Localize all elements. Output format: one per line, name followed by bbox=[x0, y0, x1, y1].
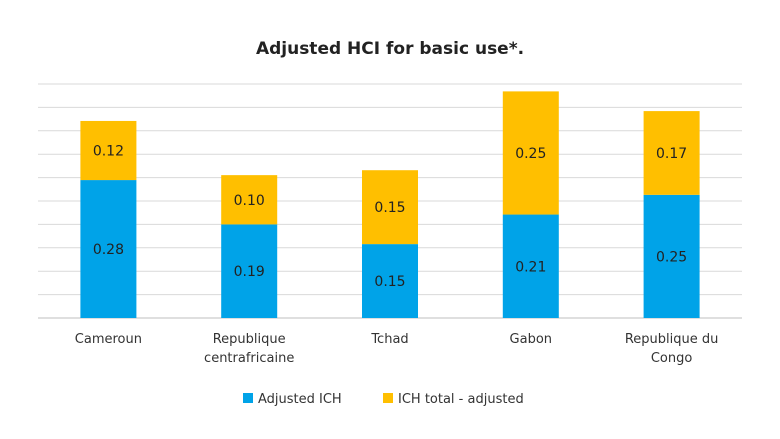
category-label: Tchad bbox=[370, 332, 408, 347]
data-label: 0.15 bbox=[374, 274, 405, 290]
data-label: 0.15 bbox=[374, 200, 405, 216]
bar-adjusted-ich bbox=[643, 194, 700, 318]
legend-swatch bbox=[383, 393, 393, 403]
data-label: 0.10 bbox=[234, 193, 265, 209]
legend-label: Adjusted ICH bbox=[258, 392, 342, 407]
bars: 0.28 0.12 0.19 0.10 0.15 0.15 0.21 0.25 0.25 0.17 bbox=[80, 91, 700, 318]
category-label: Cameroun bbox=[75, 332, 142, 347]
category-label: centrafricaine bbox=[204, 351, 294, 366]
category-label: Congo bbox=[651, 351, 693, 366]
data-label: 0.25 bbox=[515, 146, 546, 162]
data-label: 0.28 bbox=[93, 242, 124, 258]
data-label: 0.25 bbox=[656, 249, 687, 265]
category-label: Republique bbox=[213, 332, 286, 347]
data-label: 0.21 bbox=[515, 259, 546, 275]
category-label: Gabon bbox=[510, 332, 553, 347]
bar-adjusted-ich bbox=[80, 180, 137, 318]
bar-ich-total-adjusted bbox=[221, 175, 278, 225]
chart-title: Adjusted HCI for basic use*. bbox=[256, 39, 524, 59]
bar-adjusted-ich bbox=[362, 244, 418, 318]
bar-ich-total-adjusted bbox=[643, 111, 700, 195]
legend: Adjusted ICH ICH total - adjusted bbox=[243, 392, 524, 407]
bar-ich-total-adjusted bbox=[80, 120, 137, 181]
bar-adjusted-ich bbox=[502, 214, 559, 318]
data-label: 0.12 bbox=[93, 144, 124, 160]
category-labels: Cameroun Republique centrafricaine Tchad Gab… bbox=[75, 332, 719, 366]
data-label: 0.19 bbox=[234, 264, 265, 280]
category-label: Republique du bbox=[625, 332, 719, 347]
legend-swatch bbox=[243, 393, 253, 403]
legend-label: ICH total - adjusted bbox=[398, 392, 524, 407]
bar-ich-total-adjusted bbox=[502, 91, 559, 215]
bar-ich-total-adjusted bbox=[362, 170, 418, 245]
data-label: 0.17 bbox=[656, 146, 687, 162]
bar-adjusted-ich bbox=[221, 224, 278, 318]
